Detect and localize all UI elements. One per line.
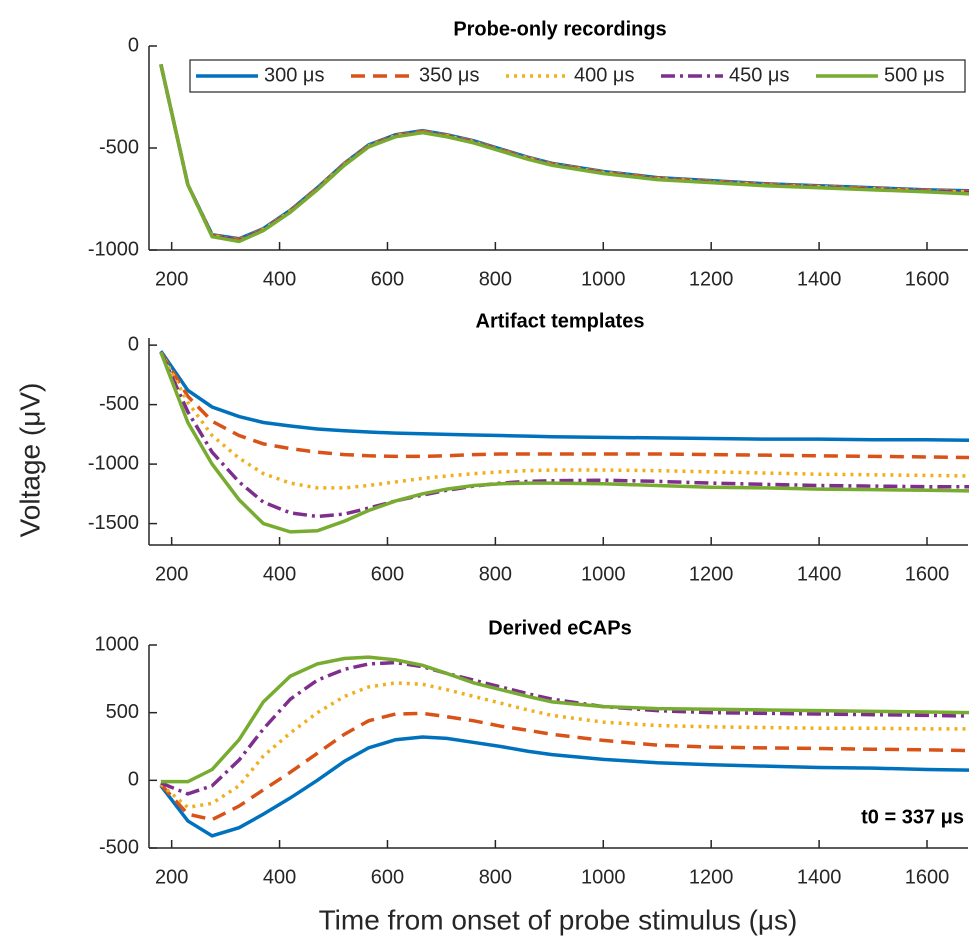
x-tick-label: 1600 bbox=[905, 866, 950, 888]
x-tick-label: 600 bbox=[371, 268, 404, 290]
x-tick-label: 600 bbox=[371, 563, 404, 585]
series-line bbox=[160, 655, 969, 784]
y-tick-label: 0 bbox=[128, 769, 139, 791]
annotation: t0 = 337 μs bbox=[861, 806, 964, 828]
y-tick-label: 0 bbox=[128, 34, 139, 56]
legend-label: 450 μs bbox=[729, 64, 789, 86]
y-tick-label: -1000 bbox=[88, 452, 139, 474]
x-tick-label: 1000 bbox=[581, 866, 626, 888]
legend-label: 400 μs bbox=[574, 64, 634, 86]
x-tick-label: 1200 bbox=[689, 563, 734, 585]
panel-title: Derived eCAPs bbox=[488, 617, 631, 639]
x-tick-label: 800 bbox=[479, 268, 512, 290]
x-tick-label: 400 bbox=[263, 563, 296, 585]
x-tick-label: 1400 bbox=[797, 563, 842, 585]
x-tick-label: 200 bbox=[155, 866, 188, 888]
x-tick-label: 1200 bbox=[689, 866, 734, 888]
x-tick-label: 1600 bbox=[905, 268, 950, 290]
x-tick-label: 200 bbox=[155, 268, 188, 290]
series-line bbox=[159, 735, 969, 838]
y-tick-label: -1500 bbox=[88, 512, 139, 534]
y-tick-label: -1000 bbox=[88, 238, 139, 260]
y-tick-label: -500 bbox=[99, 836, 139, 858]
y-axis-label: Voltage (μV) bbox=[14, 383, 45, 538]
y-tick-label: 500 bbox=[106, 701, 139, 723]
legend-label: 500 μs bbox=[884, 64, 944, 86]
x-tick-label: 400 bbox=[263, 866, 296, 888]
x-tick-label: 1200 bbox=[689, 268, 734, 290]
y-tick-label: 1000 bbox=[95, 633, 140, 655]
series-line bbox=[159, 350, 969, 443]
series-line bbox=[159, 351, 969, 460]
x-tick-label: 800 bbox=[479, 563, 512, 585]
y-tick-label: -500 bbox=[99, 136, 139, 158]
series-line bbox=[159, 351, 969, 534]
x-tick-label: 1000 bbox=[581, 563, 626, 585]
legend-label: 300 μs bbox=[264, 64, 324, 86]
x-tick-label: 400 bbox=[263, 268, 296, 290]
series-line bbox=[159, 63, 969, 244]
x-tick-label: 1600 bbox=[905, 563, 950, 585]
x-tick-label: 1400 bbox=[797, 268, 842, 290]
x-tick-label: 800 bbox=[479, 866, 512, 888]
x-tick-label: 1400 bbox=[797, 866, 842, 888]
x-tick-label: 1000 bbox=[581, 268, 626, 290]
series-line bbox=[159, 711, 969, 822]
x-tick-label: 600 bbox=[371, 866, 404, 888]
panel-title: Artifact templates bbox=[476, 310, 645, 332]
x-axis-label: Time from onset of probe stimulus (μs) bbox=[319, 904, 798, 935]
legend-label: 350 μs bbox=[419, 64, 479, 86]
x-tick-label: 200 bbox=[155, 563, 188, 585]
panel-title: Probe-only recordings bbox=[453, 18, 666, 40]
series-line bbox=[159, 351, 969, 519]
y-tick-label: 0 bbox=[128, 333, 139, 355]
series-line bbox=[159, 351, 969, 490]
y-tick-label: -500 bbox=[99, 393, 139, 415]
